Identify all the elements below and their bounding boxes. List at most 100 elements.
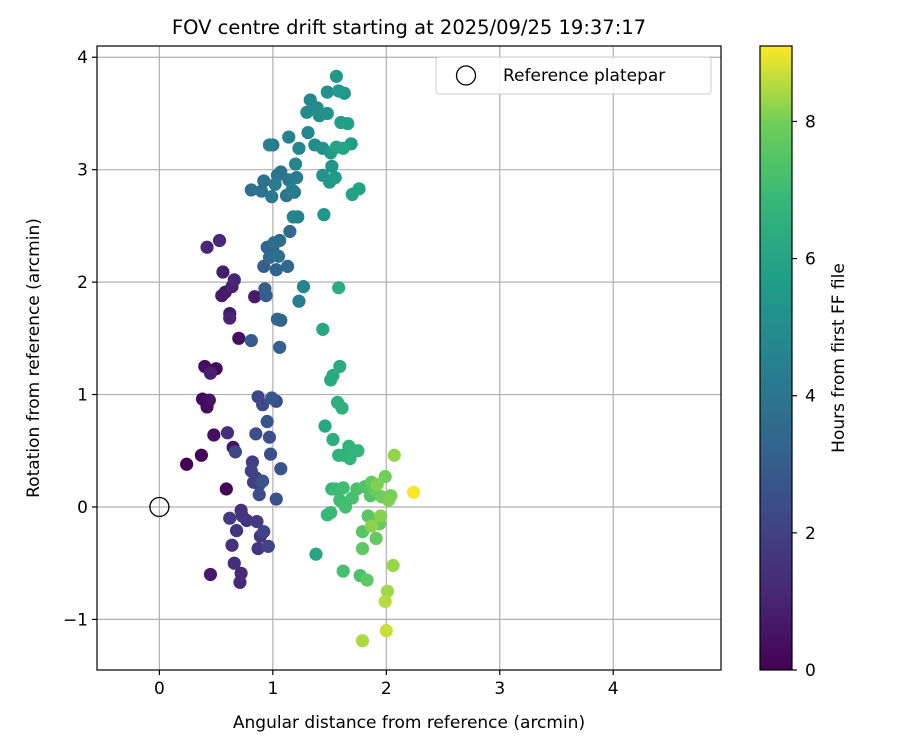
data-point <box>223 311 237 325</box>
data-point <box>265 391 279 405</box>
data-point <box>316 322 330 336</box>
data-point <box>269 263 283 277</box>
data-point <box>207 428 221 442</box>
data-point <box>386 558 400 573</box>
data-point <box>364 519 379 533</box>
data-point <box>320 85 334 99</box>
data-point <box>248 290 262 304</box>
data-point <box>292 141 306 155</box>
data-point <box>290 170 304 185</box>
data-point <box>244 464 258 478</box>
data-point <box>379 624 393 638</box>
data-point <box>335 401 349 415</box>
colorbar-tick-label: 8 <box>805 112 816 132</box>
x-tick-label: 0 <box>154 679 165 699</box>
data-point <box>203 567 218 582</box>
data-point <box>250 514 264 529</box>
data-point <box>268 177 282 191</box>
data-point <box>336 141 350 155</box>
data-point <box>328 170 342 185</box>
data-point <box>338 500 353 514</box>
data-point <box>300 105 314 119</box>
x-tick-label: 4 <box>608 679 619 699</box>
data-point <box>296 280 311 294</box>
data-point <box>249 427 263 441</box>
data-point <box>227 273 241 287</box>
data-point <box>380 584 395 598</box>
colorbar-gradient <box>759 45 793 671</box>
data-point <box>263 447 278 461</box>
data-point <box>320 106 334 121</box>
data-point <box>228 445 243 459</box>
data-point <box>219 482 233 496</box>
data-point <box>291 210 305 224</box>
data-point <box>387 448 401 462</box>
colorbar-ticks: 0 2 4 6 8 <box>792 112 816 681</box>
data-point <box>360 573 374 587</box>
data-point <box>309 547 323 561</box>
data-point <box>333 359 347 374</box>
data-point <box>223 511 237 525</box>
data-point <box>271 249 286 263</box>
data-point <box>332 84 346 98</box>
data-point <box>233 575 247 589</box>
data-point <box>227 556 241 570</box>
data-point <box>273 340 287 354</box>
data-point <box>318 419 332 433</box>
data-point <box>244 183 258 197</box>
data-point <box>317 208 331 222</box>
data-point <box>282 130 296 144</box>
data-point <box>257 174 271 188</box>
data-point <box>274 462 288 476</box>
data-point <box>232 331 246 345</box>
data-point <box>260 414 274 429</box>
y-tick-label: 4 <box>77 48 88 68</box>
data-point <box>194 448 208 462</box>
data-point <box>324 505 338 520</box>
data-point <box>220 426 235 440</box>
data-point <box>265 190 279 204</box>
data-point <box>369 531 383 546</box>
data-point <box>200 240 214 254</box>
legend-label: Reference platepar <box>503 66 665 86</box>
data-point <box>325 159 339 173</box>
data-point <box>406 485 421 499</box>
data-point <box>374 509 388 523</box>
data-point <box>244 333 258 348</box>
data-point <box>269 492 283 506</box>
data-point <box>332 281 346 295</box>
data-point <box>281 259 295 273</box>
data-point <box>301 125 315 140</box>
data-point <box>352 182 366 196</box>
x-axis-label: Angular distance from reference (arcmin) <box>233 713 585 733</box>
y-tick-label: −1 <box>63 610 88 630</box>
x-tick-label: 2 <box>381 679 392 699</box>
x-axis-ticks: 0 1 2 3 4 <box>154 670 619 699</box>
data-point <box>262 430 277 444</box>
data-point <box>283 224 297 239</box>
data-point <box>216 265 230 279</box>
grid-lines <box>97 46 721 670</box>
y-tick-label: 3 <box>77 161 88 181</box>
data-point <box>381 493 396 507</box>
data-point <box>270 312 284 326</box>
x-tick-label: 1 <box>267 679 278 699</box>
data-point <box>212 233 227 248</box>
data-point <box>252 488 266 502</box>
data-point <box>355 634 370 648</box>
plot-frame <box>96 45 722 671</box>
colorbar-tick-label: 4 <box>805 387 816 407</box>
data-point <box>288 157 303 171</box>
data-point <box>251 541 265 556</box>
chart-title: FOV centre drift starting at 2025/09/25 … <box>172 16 646 39</box>
data-point <box>355 541 370 556</box>
data-point <box>341 116 355 131</box>
data-point <box>292 294 306 308</box>
reference-point <box>149 496 170 518</box>
y-tick-label: 1 <box>77 386 88 406</box>
data-point <box>257 525 271 539</box>
data-point <box>256 474 270 488</box>
legend-box <box>435 56 712 95</box>
y-tick-label: 0 <box>77 498 88 518</box>
